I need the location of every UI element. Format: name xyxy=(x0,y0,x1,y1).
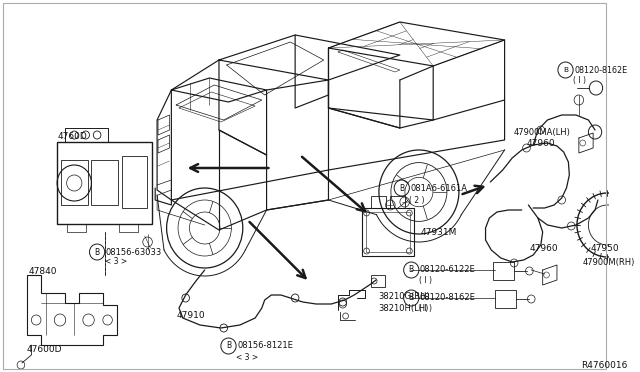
Text: 38210G(RH): 38210G(RH) xyxy=(378,292,429,301)
Text: 47900M(RH): 47900M(RH) xyxy=(582,257,635,266)
Bar xyxy=(493,262,514,280)
Bar xyxy=(371,275,385,287)
Text: R4760016: R4760016 xyxy=(580,360,627,369)
Text: 47600D: 47600D xyxy=(27,346,62,355)
Bar xyxy=(122,156,147,208)
Bar xyxy=(371,196,385,208)
Text: ( 2 ): ( 2 ) xyxy=(410,196,425,205)
Text: B: B xyxy=(409,266,414,275)
Text: ( I ): ( I ) xyxy=(419,276,432,285)
Text: 08120-6122E: 08120-6122E xyxy=(420,266,476,275)
Text: 47910: 47910 xyxy=(176,311,205,320)
Bar xyxy=(65,128,108,142)
Text: 081A6-6161A: 081A6-6161A xyxy=(410,183,467,192)
Text: B: B xyxy=(409,294,414,302)
Text: B: B xyxy=(95,247,100,257)
Text: B: B xyxy=(563,67,568,73)
Text: < 3 >: < 3 > xyxy=(105,257,127,266)
Text: 4760D: 4760D xyxy=(57,131,87,141)
Text: < 3 >: < 3 > xyxy=(236,353,258,362)
Text: ( I ): ( I ) xyxy=(573,76,586,84)
Text: ( I ): ( I ) xyxy=(419,304,432,312)
Bar xyxy=(495,290,516,308)
Bar xyxy=(362,208,414,256)
Bar xyxy=(390,196,404,208)
Text: 08156-63033: 08156-63033 xyxy=(106,247,162,257)
Text: 47840: 47840 xyxy=(29,267,57,276)
Bar xyxy=(92,160,118,205)
Text: 08120-8162E: 08120-8162E xyxy=(574,65,627,74)
Bar xyxy=(57,142,152,224)
Text: 47931M: 47931M xyxy=(421,228,457,237)
Text: 47960: 47960 xyxy=(527,138,555,148)
Text: 08120-8162E: 08120-8162E xyxy=(420,294,476,302)
Text: 08156-8121E: 08156-8121E xyxy=(237,341,293,350)
Bar xyxy=(365,212,410,252)
Bar xyxy=(61,160,88,205)
Text: B: B xyxy=(399,183,404,192)
Text: 38210H(LH): 38210H(LH) xyxy=(378,304,428,312)
Text: 47900MA(LH): 47900MA(LH) xyxy=(514,128,571,137)
Text: 47960: 47960 xyxy=(529,244,558,253)
Text: 47950: 47950 xyxy=(590,244,619,253)
Text: B: B xyxy=(226,341,231,350)
